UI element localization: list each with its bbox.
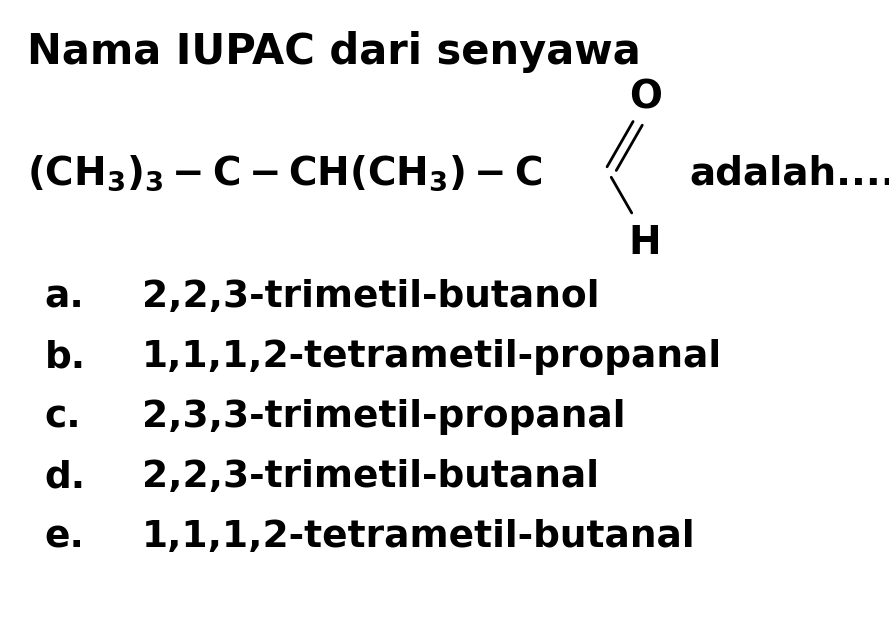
Text: b.: b. xyxy=(44,339,85,375)
Text: 2,2,3-trimetil-butanol: 2,2,3-trimetil-butanol xyxy=(142,279,600,315)
Text: d.: d. xyxy=(44,459,85,495)
Text: 2,3,3-trimetil-propanal: 2,3,3-trimetil-propanal xyxy=(142,399,626,435)
Text: $\mathbf{(CH_3)_3 - C - CH(CH_3) - C}$: $\mathbf{(CH_3)_3 - C - CH(CH_3) - C}$ xyxy=(27,154,541,193)
Text: 1,1,1,2-tetrametil-propanal: 1,1,1,2-tetrametil-propanal xyxy=(142,339,723,375)
Text: H: H xyxy=(629,223,661,262)
Text: 2,2,3-trimetil-butanal: 2,2,3-trimetil-butanal xyxy=(142,459,599,495)
Text: Nama IUPAC dari senyawa: Nama IUPAC dari senyawa xyxy=(27,31,640,73)
Text: O: O xyxy=(629,78,662,116)
Text: e.: e. xyxy=(44,519,84,555)
Text: 1,1,1,2-tetrametil-butanal: 1,1,1,2-tetrametil-butanal xyxy=(142,519,696,555)
Text: adalah....: adalah.... xyxy=(689,154,889,193)
Text: c.: c. xyxy=(44,399,81,435)
Text: a.: a. xyxy=(44,279,84,315)
